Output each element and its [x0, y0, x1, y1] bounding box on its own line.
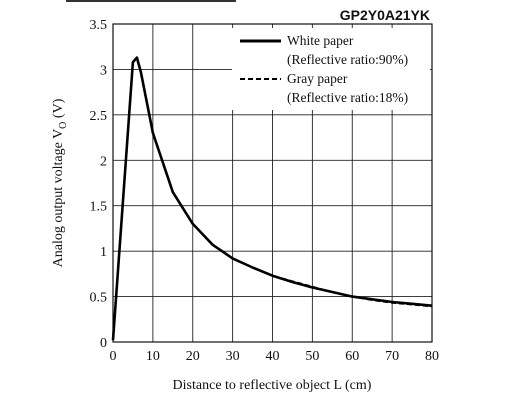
x-tick-label: 70	[385, 349, 399, 364]
series-line-gray-paper	[112, 56, 433, 341]
y-axis-title-unit: (V)	[51, 98, 66, 121]
y-axis-title-subscript: O	[58, 122, 69, 129]
y-tick-label: 2.5	[90, 109, 108, 124]
x-axis-title: Distance to reflective object L (cm)	[173, 378, 372, 393]
y-tick-label: 0	[100, 336, 107, 351]
y-axis-title: Analog output voltage VO (V)	[51, 98, 69, 267]
y-tick-label: 0.5	[90, 291, 108, 306]
cropped-header-fragment	[66, 0, 236, 2]
legend-label-gray-paper: Gray paper	[287, 71, 348, 86]
x-tick-labels: 0 10 20 30 40 50 60 70 80	[110, 349, 440, 364]
x-tick-label: 10	[146, 349, 160, 364]
part-number: GP2Y0A21YK	[340, 7, 430, 23]
y-tick-label: 3.5	[90, 18, 108, 33]
legend: White paper (Reflective ratio:90%) Gray …	[232, 28, 430, 110]
x-tick-label: 0	[110, 349, 117, 364]
y-tick-label: 1.5	[90, 200, 108, 215]
y-tick-label: 3	[100, 63, 107, 78]
y-axis-title-main: Analog output voltage V	[51, 129, 66, 268]
legend-label-gray-paper-ratio: (Reflective ratio:18%)	[287, 90, 408, 105]
x-tick-label: 20	[186, 349, 200, 364]
x-tick-label: 50	[305, 349, 319, 364]
x-tick-label: 80	[425, 349, 439, 364]
x-tick-label: 60	[345, 349, 359, 364]
x-tick-label: 40	[266, 349, 280, 364]
legend-label-white-paper: White paper	[287, 33, 354, 48]
legend-label-white-paper-ratio: (Reflective ratio:90%)	[287, 52, 408, 67]
y-tick-label: 2	[100, 154, 107, 169]
x-tick-label: 30	[226, 349, 240, 364]
plot-frame	[112, 23, 433, 343]
series-layer	[111, 56, 433, 341]
y-tick-labels: 0 0.5 1 1.5 2 2.5 3 3.5	[90, 18, 108, 351]
y-tick-label: 1	[100, 245, 107, 260]
